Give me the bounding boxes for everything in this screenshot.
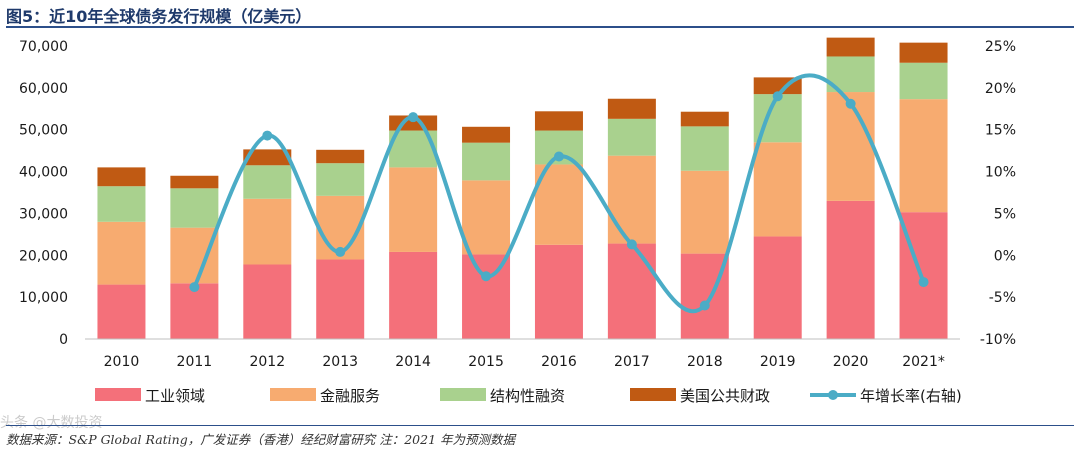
title-divider: [6, 26, 1074, 28]
legend-label: 年增长率(右轴): [860, 387, 962, 405]
bar-segment: [607, 155, 656, 244]
legend-label: 结构性融资: [490, 387, 565, 405]
x-tick-label: 2019: [760, 354, 796, 370]
growth-rate-point: [845, 98, 856, 109]
bar-segment: [534, 244, 583, 339]
legend-swatch-marker: [828, 390, 838, 400]
growth-rate-point: [262, 130, 273, 141]
bar-segment: [316, 259, 365, 339]
bar-segment: [243, 165, 292, 199]
bar-segment: [826, 37, 875, 57]
y-tick-label: 10,000: [19, 290, 68, 306]
bar-segment: [97, 186, 146, 222]
growth-rate-point: [699, 300, 710, 311]
bar-segment: [899, 42, 948, 63]
bar-segment: [462, 180, 511, 255]
bar-segment: [97, 221, 146, 285]
x-tick-label: 2021*: [902, 354, 945, 370]
bar-segment: [680, 126, 729, 171]
bar-segment: [607, 243, 656, 339]
x-tick-label: 2018: [687, 354, 723, 370]
bar-segment: [753, 142, 802, 237]
bar-segment: [389, 167, 438, 252]
y2-tick-label: 0%: [994, 248, 1016, 264]
bar-segment: [534, 111, 583, 131]
bar-segment: [316, 149, 365, 164]
legend-swatch: [270, 388, 316, 401]
y-tick-label: 20,000: [19, 248, 68, 264]
y2-tick-label: 10%: [985, 165, 1016, 181]
bar-segment: [680, 111, 729, 127]
growth-rate-point: [189, 282, 200, 293]
x-tick-label: 2013: [322, 354, 358, 370]
y-tick-label: 40,000: [19, 165, 68, 181]
figure-title: 图5：近10年全球债务发行规模（亿美元）: [6, 7, 312, 26]
y2-tick-label: 25%: [985, 39, 1016, 55]
y-tick-label: 30,000: [19, 206, 68, 222]
y-tick-label: 0: [59, 332, 68, 348]
debt-issuance-chart: 0 10,000 20,000 30,000 40,000 50,000 60,000 70,…: [19, 37, 1016, 405]
y-tick-label: 50,000: [19, 123, 68, 139]
x-tick-label: 2012: [249, 354, 285, 370]
bar-segment: [243, 264, 292, 339]
legend-label: 工业领域: [145, 387, 205, 405]
bar-segment: [243, 149, 292, 166]
legend-swatch: [95, 388, 141, 401]
growth-rate-point: [553, 151, 564, 162]
y2-tick-label: -10%: [980, 332, 1016, 348]
bar-segment: [899, 62, 948, 100]
growth-rate-point: [918, 277, 929, 288]
bar-segment: [462, 254, 511, 339]
x-tick-label: 2010: [104, 354, 140, 370]
x-tick-label: 2016: [541, 354, 577, 370]
bar-segment: [753, 236, 802, 339]
x-tick-label: 2017: [614, 354, 650, 370]
bar-segment: [607, 118, 656, 156]
y2-tick-label: -5%: [989, 290, 1016, 306]
growth-rate-point: [481, 271, 492, 282]
growth-rate-point: [772, 91, 783, 102]
bar-segment: [243, 198, 292, 265]
bar-segment: [97, 167, 146, 187]
x-tick-label: 2015: [468, 354, 504, 370]
bar-segment: [462, 126, 511, 143]
legend-swatch: [440, 388, 486, 401]
footer-divider: [6, 425, 1074, 426]
source-note: 数据来源：S&P Global Rating，广发证券（香港）经纪财富研究 注：…: [6, 432, 515, 447]
y-tick-label: 60,000: [19, 81, 68, 97]
y2-tick-label: 15%: [985, 123, 1016, 139]
x-tick-label: 2014: [395, 354, 431, 370]
legend-swatch: [630, 388, 676, 401]
bar-segment: [170, 283, 219, 339]
bar-segment: [607, 98, 656, 119]
x-tick-label: 2020: [833, 354, 869, 370]
bar-segment: [316, 163, 365, 196]
x-tick-label: 2011: [177, 354, 213, 370]
bar-segment: [170, 188, 219, 228]
bar-segment: [680, 170, 729, 254]
legend-label: 美国公共财政: [680, 387, 770, 405]
bar-segment: [462, 142, 511, 181]
bar-segment: [826, 200, 875, 339]
bar-segment: [899, 99, 948, 213]
growth-rate-point: [335, 246, 346, 257]
bar-segment: [170, 227, 219, 284]
bar-segment: [170, 175, 219, 189]
bar-segment: [389, 251, 438, 339]
bar-segment: [97, 284, 146, 339]
bar-segment: [826, 92, 875, 201]
growth-rate-line: [192, 73, 926, 314]
y-tick-label: 70,000: [19, 39, 68, 55]
legend-label: 金融服务: [320, 387, 380, 405]
y2-tick-label: 5%: [994, 206, 1016, 222]
y2-tick-label: 20%: [985, 81, 1016, 97]
growth-rate-point: [626, 239, 637, 250]
growth-rate-point: [408, 112, 419, 123]
watermark: 头条 @大数投资: [0, 415, 103, 431]
